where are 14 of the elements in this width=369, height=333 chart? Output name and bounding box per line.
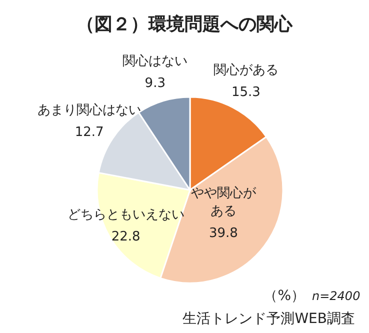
data-label: 15.3 [231,84,260,100]
slice-label: 関心がある [213,62,278,78]
data-label: 22.8 [111,230,140,245]
title: （図２）環境問題への関心 [76,14,292,35]
data-label: 12.7 [74,125,104,140]
slice-label: あまり関心はない [37,102,142,118]
slice-label: やや関心がある [190,185,257,220]
slice-label: 関心はない [122,53,188,70]
text: n=2400 [312,289,361,303]
data-label: 39.8 [209,226,238,242]
text: （%） [264,288,305,304]
text: 生活トレンド予測WEB調査 [182,311,355,327]
slice-label: どちらともいえない [67,208,184,223]
data-label: 9.3 [144,76,166,92]
